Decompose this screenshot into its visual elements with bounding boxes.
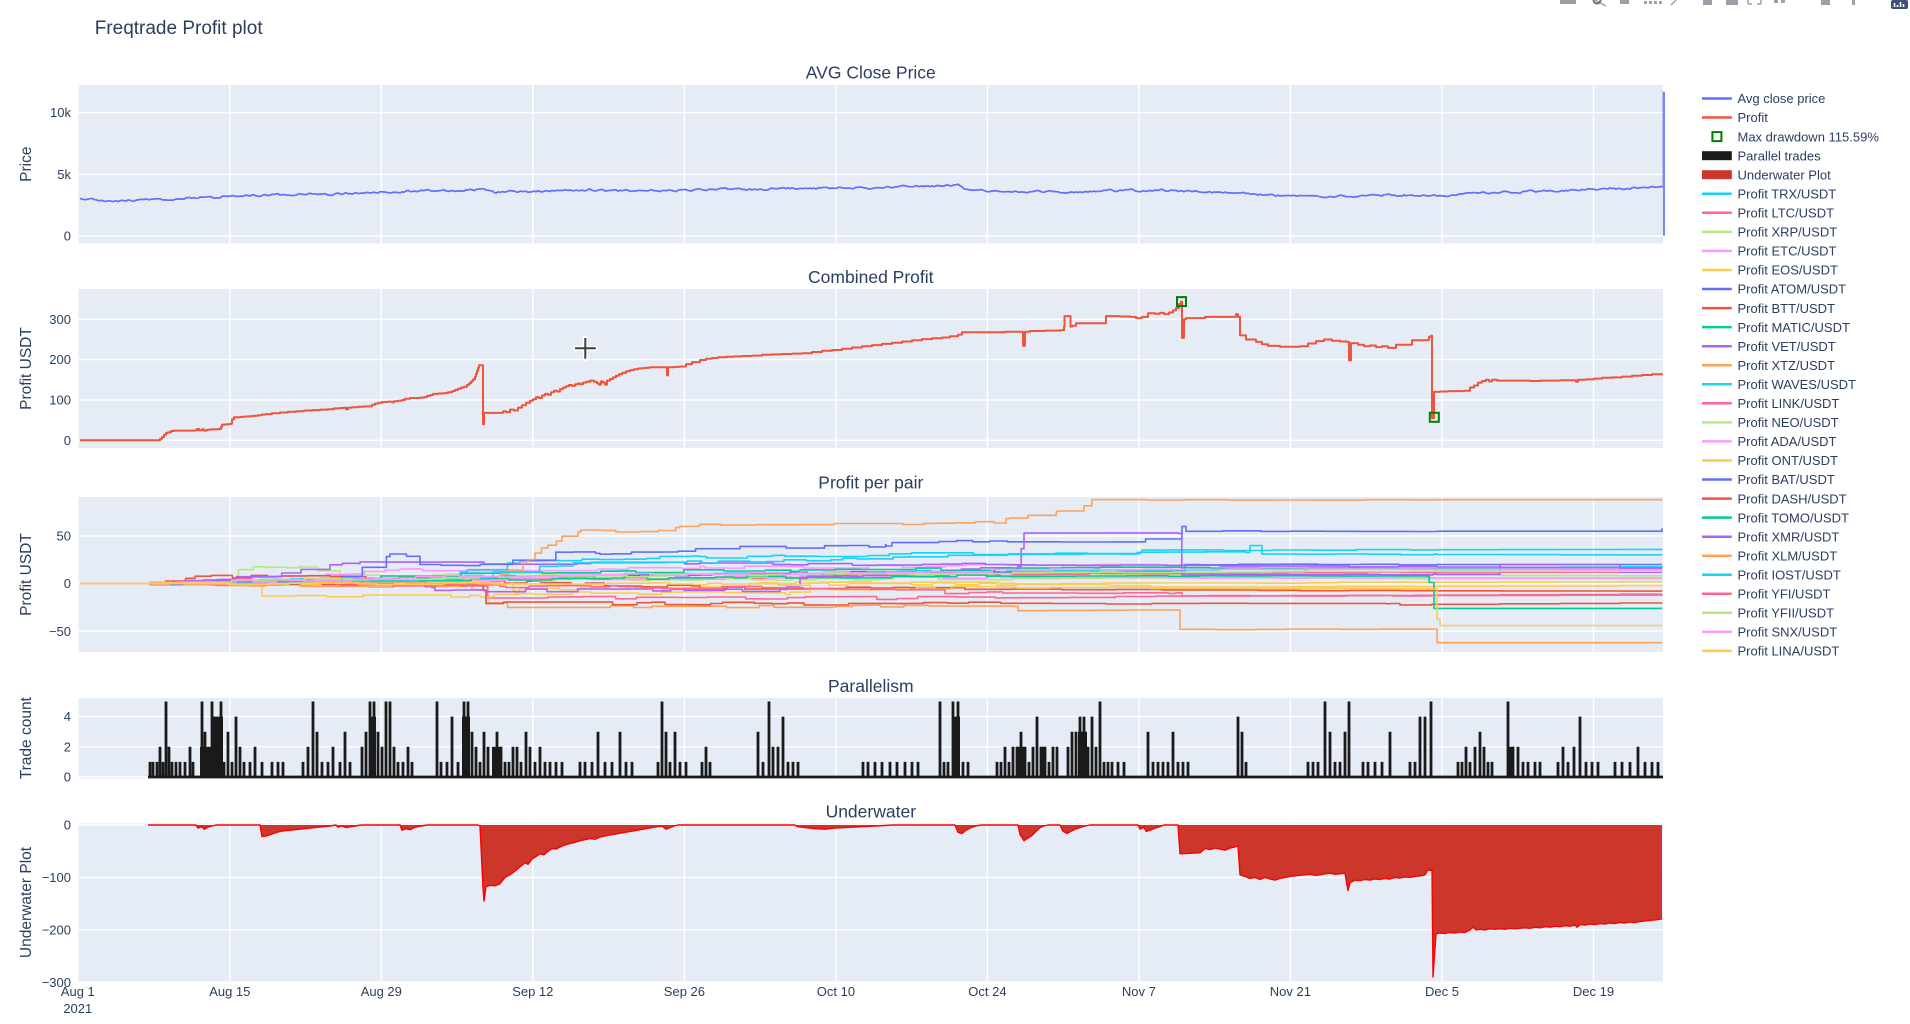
svg-text:−50: −50 [49,624,71,639]
svg-text:Profit USDT: Profit USDT [18,533,35,616]
svg-text:Freqtrade Profit plot: Freqtrade Profit plot [95,18,264,39]
svg-text:Dec 19: Dec 19 [1573,984,1614,999]
svg-text:Profit LINA/USDT: Profit LINA/USDT [1738,644,1840,659]
svg-text:Profit BAT/USDT: Profit BAT/USDT [1738,472,1835,487]
svg-text:Profit VET/USDT: Profit VET/USDT [1738,339,1836,354]
svg-text:Aug 1: Aug 1 [61,984,95,999]
svg-text:Parallel trades: Parallel trades [1738,148,1822,163]
svg-text:300: 300 [49,312,71,327]
svg-text:Dec 5: Dec 5 [1425,984,1459,999]
svg-text:Profit ATOM/USDT: Profit ATOM/USDT [1738,282,1847,297]
svg-text:Trade count: Trade count [18,696,35,779]
svg-text:Profit MATIC/USDT: Profit MATIC/USDT [1738,320,1850,335]
svg-text:AVG Close Price: AVG Close Price [806,63,936,83]
svg-text:Profit YFI/USDT: Profit YFI/USDT [1738,587,1831,602]
svg-text:5k: 5k [57,167,71,182]
svg-text:Nov 21: Nov 21 [1270,984,1311,999]
svg-text:Profit per pair: Profit per pair [818,473,923,493]
svg-text:Profit SNX/USDT: Profit SNX/USDT [1738,625,1838,640]
svg-text:Underwater: Underwater [826,802,917,822]
svg-text:Underwater Plot: Underwater Plot [18,846,35,958]
svg-text:−200: −200 [42,922,71,937]
svg-text:Underwater Plot: Underwater Plot [1738,167,1832,182]
svg-text:Profit XMR/USDT: Profit XMR/USDT [1738,529,1840,544]
svg-text:Profit ADA/USDT: Profit ADA/USDT [1738,434,1837,449]
svg-text:4: 4 [64,709,71,724]
svg-text:2021: 2021 [63,1001,92,1016]
svg-text:200: 200 [49,352,71,367]
svg-text:Profit TOMO/USDT: Profit TOMO/USDT [1738,510,1850,525]
svg-text:−300: −300 [42,975,71,990]
svg-text:Profit IOST/USDT: Profit IOST/USDT [1738,568,1841,583]
svg-text:Profit YFII/USDT: Profit YFII/USDT [1738,606,1835,621]
svg-text:Profit TRX/USDT: Profit TRX/USDT [1738,187,1837,202]
svg-text:Max drawdown 115.59%: Max drawdown 115.59% [1738,129,1880,144]
svg-text:Nov 7: Nov 7 [1122,984,1156,999]
svg-text:Profit LTC/USDT: Profit LTC/USDT [1738,206,1835,221]
svg-text:Profit XTZ/USDT: Profit XTZ/USDT [1738,358,1836,373]
svg-text:0: 0 [64,818,71,833]
svg-text:10k: 10k [50,105,71,120]
svg-text:Profit DASH/USDT: Profit DASH/USDT [1738,491,1847,506]
svg-text:0: 0 [64,433,71,448]
svg-text:100: 100 [49,393,71,408]
svg-text:Oct 24: Oct 24 [968,984,1006,999]
svg-text:0: 0 [64,229,71,244]
svg-text:Combined Profit: Combined Profit [808,267,934,287]
svg-text:−100: −100 [42,870,71,885]
svg-text:Avg close price: Avg close price [1738,91,1826,106]
svg-text:Profit ONT/USDT: Profit ONT/USDT [1738,453,1838,468]
svg-text:0: 0 [64,576,71,591]
svg-text:50: 50 [57,529,71,544]
svg-text:Parallelism: Parallelism [828,676,914,696]
svg-text:Profit EOS/USDT: Profit EOS/USDT [1738,263,1838,278]
svg-text:0: 0 [64,770,71,785]
svg-text:Profit NEO/USDT: Profit NEO/USDT [1738,415,1839,430]
svg-text:Profit: Profit [1738,110,1769,125]
svg-text:Profit ETC/USDT: Profit ETC/USDT [1738,244,1837,259]
svg-text:Profit WAVES/USDT: Profit WAVES/USDT [1738,377,1857,392]
svg-text:Aug 15: Aug 15 [209,984,250,999]
svg-text:Profit USDT: Profit USDT [18,327,35,410]
svg-text:2: 2 [64,739,71,754]
svg-text:Profit BTT/USDT: Profit BTT/USDT [1738,301,1836,316]
svg-text:Oct 10: Oct 10 [817,984,855,999]
svg-text:Profit XRP/USDT: Profit XRP/USDT [1738,225,1838,240]
svg-text:Price: Price [18,147,35,182]
svg-text:Sep 12: Sep 12 [512,984,553,999]
svg-text:Profit LINK/USDT: Profit LINK/USDT [1738,396,1840,411]
svg-text:Profit XLM/USDT: Profit XLM/USDT [1738,548,1838,563]
svg-text:Sep 26: Sep 26 [664,984,705,999]
svg-text:Aug 29: Aug 29 [361,984,402,999]
